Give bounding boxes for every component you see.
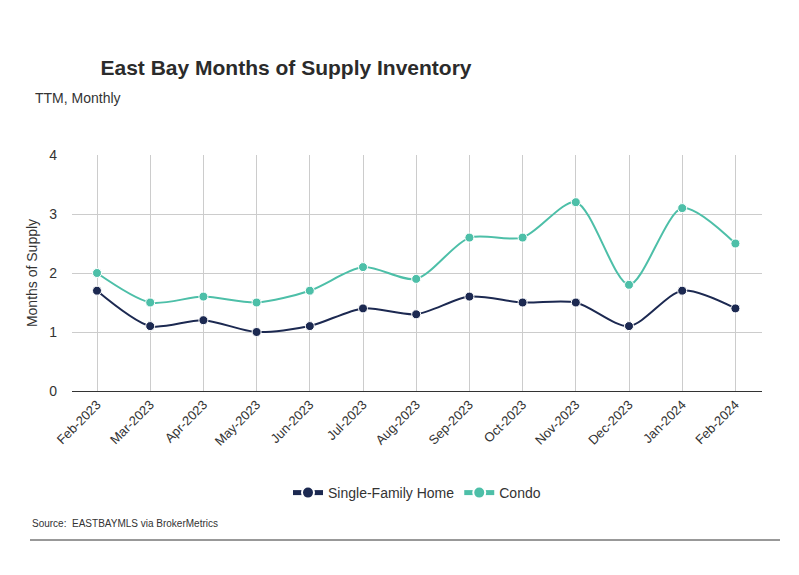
svg-text:Feb-2023: Feb-2023 (54, 397, 104, 447)
svg-text:East Bay Months of Supply Inve: East Bay Months of Supply Inventory (100, 56, 471, 79)
svg-text:Jun-2023: Jun-2023 (268, 397, 317, 446)
svg-text:Dec-2023: Dec-2023 (585, 397, 635, 447)
svg-text:Jan-2024: Jan-2024 (640, 397, 689, 446)
svg-text:Oct-2023: Oct-2023 (481, 397, 529, 445)
svg-text:Aug-2023: Aug-2023 (372, 397, 422, 447)
svg-text:Sep-2023: Sep-2023 (426, 397, 476, 447)
svg-text:May-2023: May-2023 (212, 397, 263, 448)
svg-text:2: 2 (49, 265, 57, 281)
svg-text:3: 3 (49, 206, 57, 222)
svg-text:Source: EASTBAYMLS via Broker: Source: EASTBAYMLS via BrokerMetrics (32, 518, 218, 529)
svg-text:Feb-2024: Feb-2024 (692, 397, 742, 447)
svg-text:Jul-2023: Jul-2023 (324, 397, 370, 443)
svg-text:1: 1 (49, 324, 57, 340)
svg-text:Condo: Condo (499, 485, 540, 501)
svg-text:Months of Supply: Months of Supply (24, 219, 40, 327)
svg-text:Apr-2023: Apr-2023 (162, 397, 210, 445)
svg-text:Mar-2023: Mar-2023 (107, 397, 157, 447)
svg-text:0: 0 (49, 383, 57, 399)
svg-text:Single-Family Home: Single-Family Home (328, 485, 454, 501)
svg-text:Nov-2023: Nov-2023 (532, 397, 582, 447)
svg-text:TTM, Monthly: TTM, Monthly (35, 90, 121, 106)
svg-text:4: 4 (49, 147, 57, 163)
